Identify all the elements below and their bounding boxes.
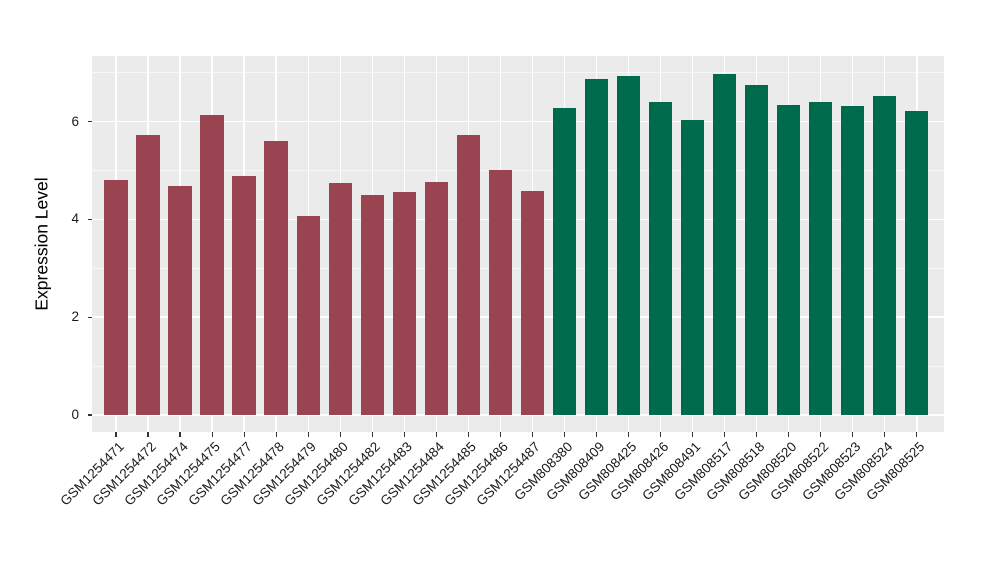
- bar-slot: GSM808517: [671, 56, 741, 503]
- x-tick-mark: [499, 432, 501, 437]
- x-tick-mark: [691, 432, 694, 437]
- gridline-minor: [92, 72, 944, 74]
- y-tick-label: 0: [71, 407, 79, 422]
- x-tick-mark: [852, 432, 854, 437]
- bar: [200, 114, 224, 415]
- bar: [424, 181, 448, 415]
- bar: [712, 73, 737, 415]
- x-tick-mark: [243, 432, 245, 437]
- bar-slot: GSM1254484: [377, 56, 452, 509]
- bar-slot: GSM1254487: [474, 56, 548, 509]
- bar-slot: GSM808524: [831, 56, 901, 503]
- bar-slot: GSM808522: [767, 56, 837, 503]
- bar: [841, 105, 865, 415]
- bar-slot: GSM1254485: [409, 56, 484, 509]
- gridline-major: [92, 316, 944, 318]
- x-tick-mark: [531, 432, 534, 437]
- gridline-minor: [92, 365, 944, 367]
- gridline-minor: [92, 170, 944, 171]
- bar: [296, 215, 320, 415]
- x-tick-mark: [211, 432, 213, 437]
- y-tick-mark: [87, 316, 92, 318]
- x-tick-mark: [884, 432, 886, 437]
- x-tick-mark: [563, 432, 566, 437]
- bar-slot: GSM808491: [639, 56, 709, 503]
- bar: [104, 179, 128, 415]
- y-tick-mark: [87, 218, 92, 220]
- x-tick-mark: [115, 432, 117, 437]
- bar-slot: GSM808523: [799, 56, 869, 503]
- bar-slot: GSM808520: [735, 56, 805, 503]
- x-tick-mark: [756, 432, 758, 437]
- x-tick-mark: [467, 432, 469, 437]
- y-tick-label: 4: [71, 211, 79, 227]
- x-tick-mark: [627, 432, 630, 437]
- bar-slot: GSM1254474: [121, 56, 196, 509]
- y-tick-label: 2: [71, 309, 79, 325]
- x-tick-mark: [179, 432, 181, 437]
- plot-panel: GSM1254471 GSM1254472 GSM1254474 GSM1254475…: [57, 56, 944, 509]
- x-tick-mark: [788, 432, 790, 437]
- bar-slot: GSM1254477: [185, 56, 260, 509]
- bar-slot: GSM1254475: [153, 56, 228, 509]
- x-tick-mark: [371, 432, 373, 437]
- bar: [680, 120, 705, 415]
- bar: [809, 102, 833, 415]
- y-tick-mark: [87, 414, 92, 416]
- bar-slot: GSM1254486: [441, 56, 516, 509]
- bar-slot: GSM1254479: [249, 56, 324, 509]
- bar: [168, 186, 192, 415]
- gridline-minor: [92, 267, 944, 269]
- bars-container: GSM1254471 GSM1254472 GSM1254474 GSM1254475…: [57, 56, 944, 509]
- x-tick-mark: [595, 432, 598, 437]
- x-tick-mark: [147, 432, 149, 437]
- bar: [264, 140, 288, 415]
- gridline-major: [92, 218, 944, 221]
- bar-slot: GSM1254471: [57, 56, 132, 509]
- y-tick-label: 6: [71, 113, 79, 129]
- bar: [616, 75, 641, 415]
- x-tick-mark: [916, 432, 918, 437]
- bar: [488, 170, 513, 415]
- bar-slot: GSM808425: [575, 56, 645, 503]
- bar: [648, 101, 673, 415]
- x-tick-mark: [820, 432, 822, 437]
- bar: [360, 195, 384, 415]
- x-tick-mark: [403, 432, 405, 437]
- bar-slot: GSM1254483: [345, 56, 420, 509]
- bar: [905, 111, 929, 415]
- bar: [584, 79, 609, 415]
- bar-slot: GSM1254480: [281, 56, 356, 509]
- x-tick-mark: [435, 432, 437, 437]
- bar-slot: GSM1254472: [89, 56, 164, 509]
- bar: [456, 134, 481, 415]
- bar: [136, 135, 160, 415]
- bar: [232, 175, 256, 415]
- x-tick-mark: [339, 432, 341, 437]
- bar: [776, 104, 801, 415]
- y-axis: 0 2 4 6: [0, 56, 92, 432]
- bar: [873, 95, 897, 415]
- y-tick-mark: [87, 121, 92, 123]
- bar-slot: GSM1254482: [313, 56, 388, 509]
- bar: [392, 191, 416, 415]
- bar-slot: GSM808426: [607, 56, 677, 503]
- bar-slot: GSM808380: [511, 56, 580, 503]
- x-tick-mark: [724, 432, 726, 437]
- bar-slot: GSM808518: [703, 56, 773, 503]
- bar: [520, 191, 545, 415]
- x-tick-mark: [307, 432, 309, 437]
- bar: [328, 182, 352, 415]
- bar-slot: GSM808409: [543, 56, 612, 503]
- x-tick-mark: [275, 432, 277, 437]
- x-tick-mark: [659, 432, 662, 437]
- bar: [552, 107, 577, 415]
- bar-slot: GSM808525: [863, 56, 933, 503]
- bar: [744, 85, 769, 415]
- gridline-major: [92, 120, 944, 123]
- bar-slot: GSM1254478: [217, 56, 292, 509]
- gridline-major: [92, 414, 944, 416]
